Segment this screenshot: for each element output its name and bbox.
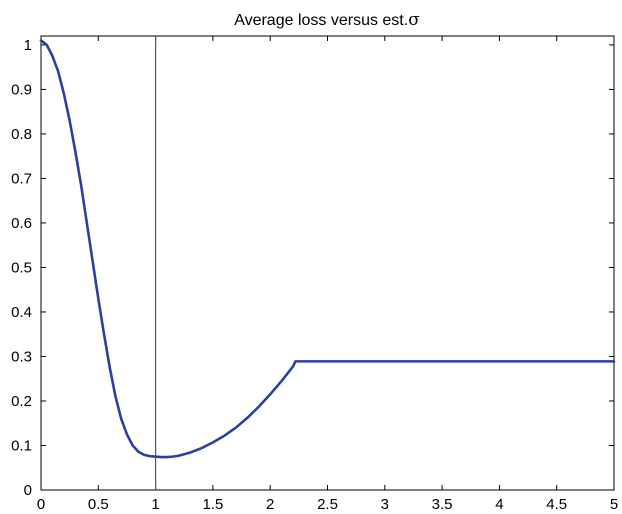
y-tick-label: 1 (24, 37, 32, 54)
series-line (39, 39, 616, 459)
x-tick-label: 2 (266, 496, 274, 513)
y-tick-label: 0.1 (11, 437, 32, 454)
x-tick-label: 4 (495, 496, 503, 513)
y-tick-label: 0 (24, 482, 32, 499)
x-tick-label: 0.5 (88, 496, 109, 513)
x-tick-label: 0 (37, 496, 45, 513)
y-tick-label: 0.2 (11, 393, 32, 410)
title-sigma: σ (408, 10, 420, 30)
chart-title: Average loss versus est.σ (234, 10, 420, 30)
y-tick-label: 0.8 (11, 126, 32, 143)
x-tick-label: 2.5 (317, 496, 338, 513)
x-tick-label: 1 (151, 496, 159, 513)
x-tick-label: 1.5 (202, 496, 223, 513)
y-tick-label: 0.4 (11, 304, 32, 321)
x-tick-label: 5 (610, 496, 618, 513)
x-tick-label: 3.5 (432, 496, 453, 513)
x-tick-label: 3 (381, 496, 389, 513)
plot-frame (40, 35, 615, 491)
y-tick-label: 0.5 (11, 259, 32, 276)
y-tick-label: 0.7 (11, 170, 32, 187)
y-tick-label: 0.3 (11, 348, 32, 365)
x-tick-label: 4.5 (546, 496, 567, 513)
y-tick-label: 0.9 (11, 81, 32, 98)
plot-area: 0 0.5 1 1.5 2 2.5 3 3.5 4 4.5 5 0 0.1 0.2 0.3 0.4 0.5 0.6… (11, 35, 618, 513)
y-tick-label: 0.6 (11, 215, 32, 232)
